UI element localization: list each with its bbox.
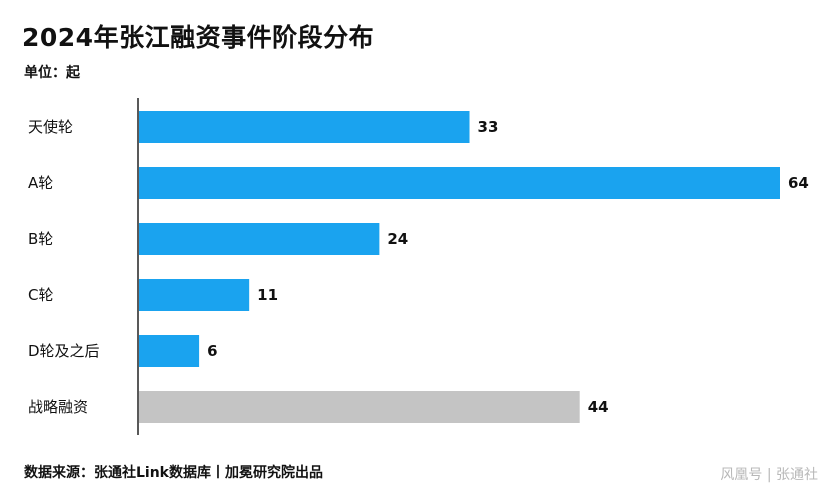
value-label: 6: [207, 342, 217, 360]
data-source: 数据来源：张通社Link数据库丨加冕研究院出品: [24, 465, 323, 481]
bar: [139, 167, 780, 199]
value-label: 64: [788, 174, 809, 192]
bar: [139, 111, 470, 143]
category-label: A轮: [28, 174, 53, 192]
category-label: D轮及之后: [28, 342, 100, 360]
bar: [139, 279, 250, 311]
chart-title: 2024年张江融资事件阶段分布: [22, 23, 375, 52]
bar: [139, 335, 200, 367]
value-label: 33: [478, 118, 499, 136]
category-label: B轮: [28, 230, 53, 248]
unit-label: 单位：起: [24, 65, 80, 81]
category-label: 战略融资: [28, 398, 88, 416]
value-label: 24: [387, 230, 408, 248]
bar: [139, 391, 580, 423]
bars-group: 天使轮 33 A轮 64 B轮 24 C轮 11 D轮及之后 6 战略融资 44: [28, 111, 809, 423]
watermark: 风凰号 | 张通社: [720, 467, 818, 483]
value-label: 44: [588, 398, 609, 416]
bar: [139, 223, 380, 255]
category-label: C轮: [28, 286, 53, 304]
value-label: 11: [257, 286, 278, 304]
category-label: 天使轮: [28, 118, 73, 136]
